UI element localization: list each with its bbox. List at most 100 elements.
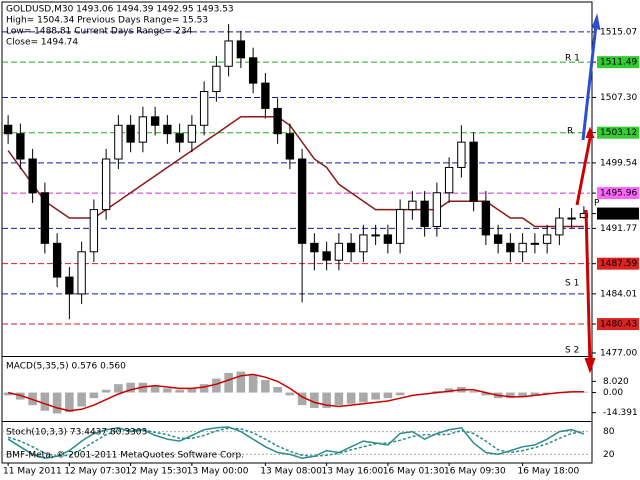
indicator-label: Stoch(10,3,3) 73.4437 80.3303 xyxy=(6,428,147,438)
macd-bar xyxy=(65,392,74,413)
macd-bar xyxy=(506,392,515,399)
y-tick-box xyxy=(597,126,639,139)
macd-bar xyxy=(126,382,135,393)
candle-body xyxy=(371,234,380,237)
candle-body xyxy=(273,107,282,135)
y-tick-label: 20 xyxy=(603,450,615,460)
candle-body xyxy=(126,124,135,143)
x-tick-label: 13 May 08:00 xyxy=(260,467,322,477)
y-tick-label: 1477.00 xyxy=(600,348,637,358)
macd-bar xyxy=(52,392,62,414)
x-tick-label: 13 May 16:00 xyxy=(322,467,384,477)
y-tick-label: 1484.01 xyxy=(600,289,637,299)
candle-body xyxy=(28,158,37,194)
x-tick-label: 16 May 01:30 xyxy=(383,467,445,477)
arrow-decoration xyxy=(584,209,592,366)
macd-bar xyxy=(89,392,99,399)
x-tick-label: 16 May 18:00 xyxy=(518,467,580,477)
info-line: Close= 1494.74 xyxy=(6,38,78,48)
macd-bar xyxy=(359,392,368,403)
y-tick-label: 1515.07 xyxy=(600,27,637,37)
pivot-label: P xyxy=(594,199,600,209)
stoch-main xyxy=(7,426,585,459)
y-tick-box xyxy=(597,222,639,235)
candle-body xyxy=(555,217,564,236)
candle-body xyxy=(395,209,405,244)
macd-bar xyxy=(469,391,478,393)
macd-bar xyxy=(481,392,491,396)
x-tick-label: 13 May 00:00 xyxy=(187,467,249,477)
macd-bar xyxy=(199,384,209,393)
candle-body xyxy=(346,242,356,253)
macd-bar xyxy=(150,385,160,393)
macd-bar xyxy=(371,392,380,400)
macd-bar xyxy=(114,384,123,393)
candle-body xyxy=(481,200,491,236)
macd-bar xyxy=(261,379,270,393)
plot-frame xyxy=(1,1,593,464)
arrow-decoration xyxy=(584,357,596,374)
candle-body xyxy=(359,234,368,253)
info-line: GOLDUSD,M30 1493.06 1494.39 1492.95 1493… xyxy=(6,5,234,15)
macd-bar xyxy=(285,392,295,396)
candle-body xyxy=(261,82,270,109)
info-line: High= 1504.34 Previous Days Range= 15.53 xyxy=(6,16,208,26)
candle-body xyxy=(334,242,344,261)
arrow-decoration xyxy=(575,137,592,206)
candle-body xyxy=(530,242,540,245)
macd-bar xyxy=(236,371,246,393)
candle-body xyxy=(163,124,172,135)
pivot-label: S 1 xyxy=(565,279,579,289)
candle-body xyxy=(89,209,99,253)
macd-bar xyxy=(297,392,307,406)
candle-body xyxy=(224,40,233,67)
x-tick-label: 12 May 15:30 xyxy=(126,467,188,477)
macd-bar xyxy=(212,378,221,393)
candle-body xyxy=(138,116,148,143)
macd-bar xyxy=(530,392,540,396)
y-tick-label: 1493.53 xyxy=(600,209,637,219)
macd-bar xyxy=(310,392,319,408)
candle-body xyxy=(212,65,221,93)
macd-bar xyxy=(101,389,111,393)
y-tick-label: 0.00 xyxy=(603,388,623,398)
arrow-decoration xyxy=(591,13,601,31)
candle-body xyxy=(175,133,184,143)
y-tick-box xyxy=(597,91,639,104)
candle-body xyxy=(101,158,111,211)
candle-body xyxy=(150,116,160,126)
y-tick-box xyxy=(597,257,639,270)
candle-body xyxy=(469,141,478,202)
macd-bar xyxy=(40,392,50,411)
candle-body xyxy=(285,133,295,160)
x-tick-label: 16 May 09:30 xyxy=(444,467,506,477)
candle-body xyxy=(444,166,454,194)
arrow-decoration xyxy=(585,126,595,139)
y-tick-label: 1499.54 xyxy=(600,158,637,168)
y-tick-label: 1503.12 xyxy=(600,128,637,138)
macd-bar xyxy=(518,392,527,397)
candle-body xyxy=(420,200,429,227)
y-tick-label: 80 xyxy=(603,427,615,437)
arrow-decoration xyxy=(581,24,598,141)
candle-body xyxy=(383,234,393,244)
candle-body xyxy=(297,158,307,244)
candle-body xyxy=(52,242,62,278)
macd-bar xyxy=(346,392,356,404)
y-tick-label: -14.391 xyxy=(603,408,638,418)
candle-body xyxy=(518,242,527,253)
candle-body xyxy=(3,124,13,135)
macd-bar xyxy=(334,392,344,406)
macd-bar xyxy=(322,392,331,408)
candle-body xyxy=(236,40,246,59)
y-tick-box xyxy=(597,156,639,169)
macd-signal xyxy=(7,373,584,412)
y-tick-label: 1487.59 xyxy=(600,259,637,269)
pivot-label: R 1 xyxy=(565,54,580,64)
y-tick-label: 1511.49 xyxy=(600,58,637,68)
y-tick-label: 1507.30 xyxy=(600,93,637,103)
candle-body xyxy=(567,217,576,220)
candle-body xyxy=(493,234,503,244)
candle-body xyxy=(16,133,25,160)
